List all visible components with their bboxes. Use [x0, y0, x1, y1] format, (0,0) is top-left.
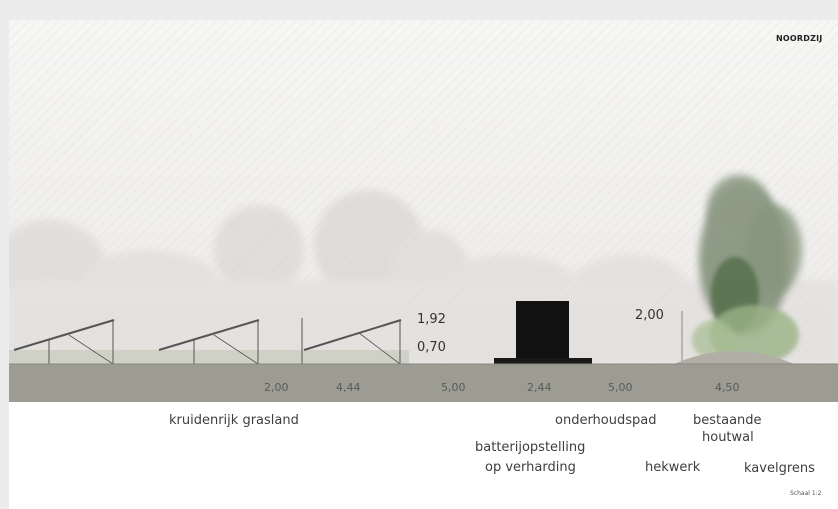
- paved-base: [494, 358, 592, 364]
- ground-band: [9, 364, 838, 402]
- dimension-label: 2,44: [527, 381, 552, 394]
- height-label-panel-low: 0,70: [417, 340, 446, 355]
- height-label-panel-high: 1,92: [417, 312, 446, 327]
- zone-label-woodland-line2: houtwal: [702, 430, 754, 445]
- zone-label-battery-line1: batterijopstelling: [475, 440, 586, 455]
- zone-label-fence: hekwerk: [645, 460, 701, 475]
- dimension-label: 5,00: [441, 381, 466, 394]
- battery-container: [516, 301, 569, 359]
- zone-label-maintenance-path: onderhoudspad: [555, 413, 657, 428]
- dimension-label: 4,50: [715, 381, 740, 394]
- drawing-title: NOORDZIJ: [776, 34, 823, 43]
- zone-label-woodland-line1: bestaande: [693, 413, 762, 428]
- height-label-fence: 2,00: [635, 308, 664, 323]
- zone-label-battery-line2: op verharding: [485, 460, 576, 475]
- background-vegetation: [9, 190, 838, 365]
- solar-panel-3: [301, 318, 402, 365]
- dimension-label: 2,00: [264, 381, 289, 394]
- solar-panel-1: [13, 319, 115, 365]
- cross-section-drawing: NOORDZIJ Schaal 1:2 1,92 0,70 2,00 2,00 …: [9, 20, 838, 509]
- zone-label-boundary: kavelgrens: [744, 461, 815, 476]
- section-illustration: [9, 20, 838, 402]
- solar-panel-2: [158, 319, 260, 365]
- existing-woodland: [692, 175, 802, 365]
- earth-mound: [674, 351, 794, 364]
- dimension-label: 5,00: [608, 381, 633, 394]
- grass-strip: [9, 350, 409, 364]
- scale-note: Schaal 1:2: [790, 490, 822, 497]
- zone-label-grassland: kruidenrijk grasland: [169, 413, 299, 428]
- dimension-label: 4,44: [336, 381, 361, 394]
